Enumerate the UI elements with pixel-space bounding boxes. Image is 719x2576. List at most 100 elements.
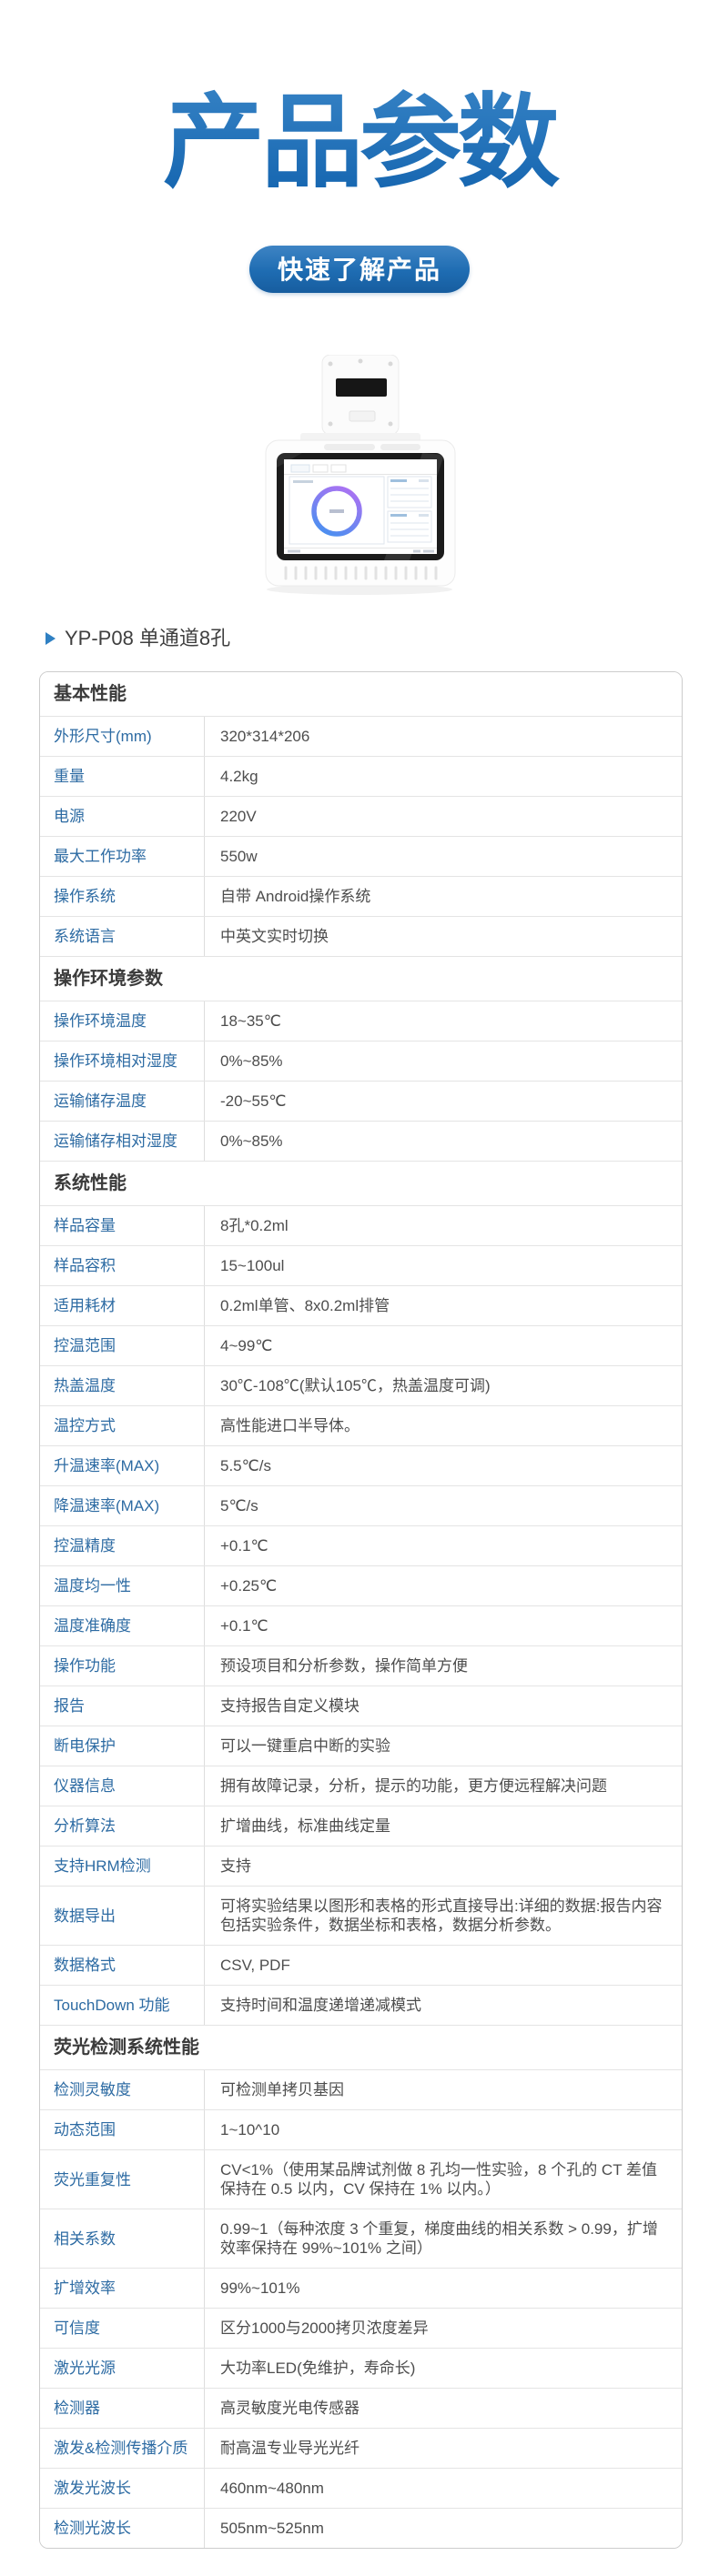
spec-label-cell: 仪器信息 xyxy=(40,1766,205,1806)
spec-row: 检测光波长 505nm~525nm xyxy=(40,2508,682,2548)
spec-value-cell: 460nm~480nm xyxy=(220,2480,324,2497)
spec-row: 检测灵敏度 可检测单拷贝基因 xyxy=(40,2069,682,2109)
spec-value-cell: 耐高温专业导光光纤 xyxy=(220,2440,360,2457)
triangle-right-icon xyxy=(46,632,56,645)
spec-value-cell: +0.1℃ xyxy=(220,1537,268,1555)
spec-label-cell: 系统语言 xyxy=(40,917,205,956)
spec-label-cell: TouchDown 功能 xyxy=(40,1986,205,2025)
spec-row: 热盖温度 30℃-108℃(默认105℃，热盖温度可调) xyxy=(40,1365,682,1405)
section-header-row: 系统性能 xyxy=(40,1161,682,1205)
spec-row: 操作环境温度 18~35℃ xyxy=(40,1001,682,1041)
spec-value-cell: +0.25℃ xyxy=(220,1577,278,1595)
quick-learn-button[interactable]: 快速了解产品 xyxy=(249,246,470,293)
spec-value-cell: 可以一键重启中断的实验 xyxy=(220,1737,390,1755)
spec-label-cell: 运输储存温度 xyxy=(40,1082,205,1121)
spec-value-cell: 支持报告自定义模块 xyxy=(220,1697,360,1715)
spec-label-cell: 检测灵敏度 xyxy=(40,2070,205,2109)
spec-label-cell: 最大工作功率 xyxy=(40,837,205,876)
spec-value-cell: 自带 Android操作系统 xyxy=(220,888,371,905)
spec-row: 样品容量 8孔*0.2ml xyxy=(40,1205,682,1245)
spec-value-cell: CSV, PDF xyxy=(220,1957,290,1974)
spec-value-cell: 0.2ml单管、8x0.2ml排管 xyxy=(220,1297,390,1314)
spec-row: 操作环境相对湿度 0%~85% xyxy=(40,1041,682,1081)
spec-row: 最大工作功率 550w xyxy=(40,836,682,876)
spec-row: 检测器 高灵敏度光电传感器 xyxy=(40,2388,682,2428)
pcr-device-illustration xyxy=(265,354,456,595)
spec-row: 运输储存相对湿度 0%~85% xyxy=(40,1121,682,1161)
page-title: 产品参数 xyxy=(0,0,719,211)
spec-label-cell: 相关系数 xyxy=(40,2209,205,2268)
spec-value-cell: 支持时间和温度递增递减模式 xyxy=(220,1997,421,2014)
spec-row: 温度准确度 +0.1℃ xyxy=(40,1605,682,1645)
spec-value-cell: 18~35℃ xyxy=(220,1012,281,1030)
section-header-row: 荧光检测系统性能 xyxy=(40,2025,682,2069)
spec-row: 分析算法 扩增曲线，标准曲线定量 xyxy=(40,1806,682,1846)
spec-row: 激光光源 大功率LED(免维护，寿命长) xyxy=(40,2348,682,2388)
spec-value-cell: -20~55℃ xyxy=(220,1092,287,1110)
spec-value-cell: 可将实验结果以图形和表格的形式直接导出:详细的数据:报告内容包括实验条件，数据坐… xyxy=(220,1897,663,1934)
spec-label-cell: 降温速率(MAX) xyxy=(40,1486,205,1525)
spec-row: 控温精度 +0.1℃ xyxy=(40,1525,682,1565)
spec-value-cell: 99%~101% xyxy=(220,2279,300,2297)
spec-label-cell: 操作系统 xyxy=(40,877,205,916)
product-heading-label: YP-P08 单通道8孔 xyxy=(65,627,231,649)
spec-label-cell: 断电保护 xyxy=(40,1726,205,1766)
spec-row: 相关系数 0.99~1（每种浓度 3 个重复，梯度曲线的相关系数 > 0.99，扩… xyxy=(40,2209,682,2268)
spec-row: 温控方式 高性能进口半导体。 xyxy=(40,1405,682,1445)
spec-value-cell: 区分1000与2000拷贝浓度差异 xyxy=(220,2319,429,2337)
spec-label-cell: 激发光波长 xyxy=(40,2469,205,2508)
spec-row: 可信度 区分1000与2000拷贝浓度差异 xyxy=(40,2308,682,2348)
spec-value-cell: 中英文实时切换 xyxy=(220,928,329,945)
spec-row: 系统语言 中英文实时切换 xyxy=(40,916,682,956)
spec-row: 仪器信息 拥有故障记录，分析，提示的功能，更方便远程解决问题 xyxy=(40,1766,682,1806)
spec-value-cell: 550w xyxy=(220,848,258,865)
spec-row: 动态范围 1~10^10 xyxy=(40,2109,682,2149)
spec-row: 降温速率(MAX) 5℃/s xyxy=(40,1485,682,1525)
spec-row: 数据导出 可将实验结果以图形和表格的形式直接导出:详细的数据:报告内容包括实验条件… xyxy=(40,1886,682,1945)
spec-row: 外形尺寸(mm) 320*314*206 xyxy=(40,716,682,756)
spec-value-cell: +0.1℃ xyxy=(220,1617,268,1635)
spec-label-cell: 数据导出 xyxy=(40,1887,205,1945)
spec-label-cell: 操作功能 xyxy=(40,1646,205,1685)
spec-value-cell: 505nm~525nm xyxy=(220,2520,324,2537)
spec-label-cell: 样品容量 xyxy=(40,1206,205,1245)
spec-value-cell: 预设项目和分析参数，操作简单方便 xyxy=(220,1657,468,1675)
device-shadow xyxy=(267,584,452,595)
section-header-row: 基本性能 xyxy=(40,672,682,716)
spec-label-cell: 数据格式 xyxy=(40,1946,205,1985)
spec-label-cell: 电源 xyxy=(40,797,205,836)
spec-value-cell: 30℃-108℃(默认105℃，热盖温度可调) xyxy=(220,1377,491,1394)
spec-value-cell: 0.99~1（每种浓度 3 个重复，梯度曲线的相关系数 > 0.99，扩增效率保… xyxy=(220,2220,658,2257)
spec-label-cell: 升温速率(MAX) xyxy=(40,1446,205,1485)
spec-value-cell: 0%~85% xyxy=(220,1132,283,1150)
section-header-row: 操作环境参数 xyxy=(40,956,682,1001)
screen-progress-ring xyxy=(311,486,362,537)
spec-value-cell: 高灵敏度光电传感器 xyxy=(220,2400,360,2417)
lid-window xyxy=(336,378,387,397)
spec-row: 激发光波长 460nm~480nm xyxy=(40,2468,682,2508)
spec-label-cell: 控温精度 xyxy=(40,1526,205,1565)
spec-row: 电源 220V xyxy=(40,796,682,836)
spec-label-cell: 激光光源 xyxy=(40,2349,205,2388)
spec-row: 操作功能 预设项目和分析参数，操作简单方便 xyxy=(40,1645,682,1685)
spec-value-cell: 15~100ul xyxy=(220,1257,285,1274)
spec-label-cell: 分析算法 xyxy=(40,1806,205,1846)
spec-row: 激发&检测传播介质 耐高温专业导光光纤 xyxy=(40,2428,682,2468)
product-heading: YP-P08 单通道8孔 xyxy=(46,626,719,651)
spec-value-cell: CV<1%（使用某品牌试剂做 8 孔均一性实验，8 个孔的 CT 差值保持在 0… xyxy=(220,2161,657,2198)
device-vents xyxy=(284,566,438,580)
spec-row: 断电保护 可以一键重启中断的实验 xyxy=(40,1726,682,1766)
spec-label-cell: 热盖温度 xyxy=(40,1366,205,1405)
spec-label-cell: 外形尺寸(mm) xyxy=(40,717,205,756)
spec-value-cell: 4.2kg xyxy=(220,768,258,785)
spec-label-cell: 温度准确度 xyxy=(40,1606,205,1645)
spec-label-cell: 运输储存相对湿度 xyxy=(40,1122,205,1161)
spec-label-cell: 动态范围 xyxy=(40,2110,205,2149)
spec-label-cell: 控温范围 xyxy=(40,1326,205,1365)
spec-label-cell: 检测器 xyxy=(40,2389,205,2428)
spec-row: 运输储存温度 -20~55℃ xyxy=(40,1081,682,1121)
spec-value-cell: 8孔*0.2ml xyxy=(220,1217,289,1234)
spec-label-cell: 激发&检测传播介质 xyxy=(40,2429,205,2468)
spec-row: 数据格式 CSV, PDF xyxy=(40,1945,682,1985)
spec-row: 温度均一性 +0.25℃ xyxy=(40,1565,682,1605)
